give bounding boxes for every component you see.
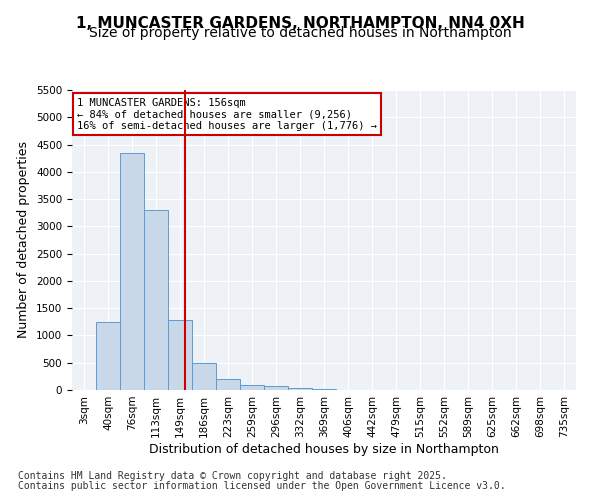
Text: 1, MUNCASTER GARDENS, NORTHAMPTON, NN4 0XH: 1, MUNCASTER GARDENS, NORTHAMPTON, NN4 0… <box>76 16 524 31</box>
Text: Contains HM Land Registry data © Crown copyright and database right 2025.: Contains HM Land Registry data © Crown c… <box>18 471 447 481</box>
Y-axis label: Number of detached properties: Number of detached properties <box>17 142 31 338</box>
Text: 1 MUNCASTER GARDENS: 156sqm
← 84% of detached houses are smaller (9,256)
16% of : 1 MUNCASTER GARDENS: 156sqm ← 84% of det… <box>77 98 377 130</box>
X-axis label: Distribution of detached houses by size in Northampton: Distribution of detached houses by size … <box>149 442 499 456</box>
Bar <box>144 210 168 390</box>
Bar <box>264 386 288 390</box>
Bar <box>288 388 312 390</box>
Bar <box>120 152 144 390</box>
Bar <box>312 389 336 390</box>
Bar <box>216 379 240 390</box>
Bar <box>168 320 192 390</box>
Text: Contains public sector information licensed under the Open Government Licence v3: Contains public sector information licen… <box>18 481 506 491</box>
Bar <box>96 322 120 390</box>
Text: Size of property relative to detached houses in Northampton: Size of property relative to detached ho… <box>89 26 511 40</box>
Bar <box>240 384 264 390</box>
Bar <box>192 362 216 390</box>
